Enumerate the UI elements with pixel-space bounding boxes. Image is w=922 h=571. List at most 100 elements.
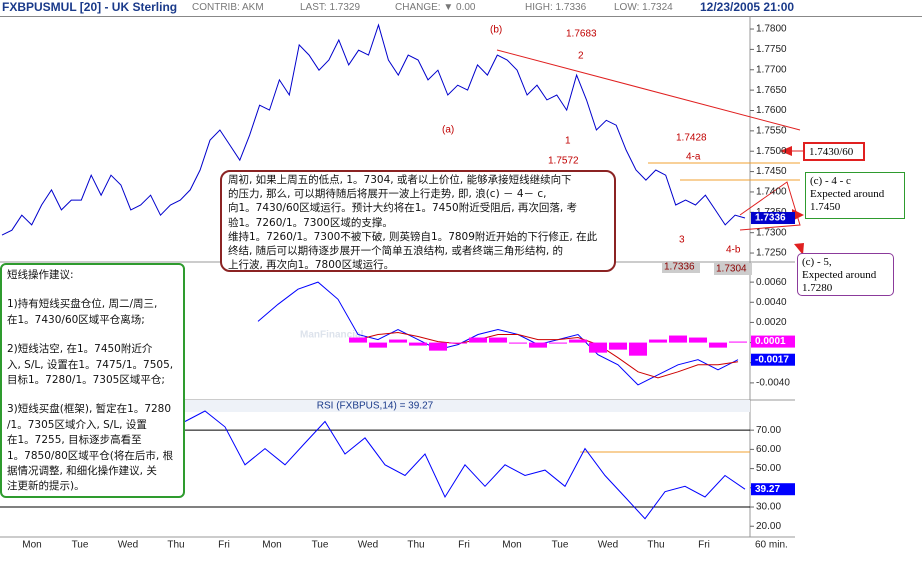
x-tick-label: Tue [72,540,89,551]
y-tick-label: 50.00 [756,463,781,474]
y-tick-label: 60.00 [756,444,781,455]
histogram-bar [409,342,427,346]
histogram-bar [549,342,567,344]
analysis-line: 的压力, 那么, 可以期待随后将展开一波上行走势, 即, 浪(c) － 4－ c… [228,188,547,201]
histogram-bar [709,342,727,348]
y-tick-label: 1.7250 [756,248,787,259]
target-box: 1.7430/60 [803,142,865,161]
header-date: 12/23/2005 21:00 [700,0,795,14]
analysis-line: 终结, 随后可以期待逐步展开一个简单五浪结构, 或者终端三角形结构, 的 [228,245,564,258]
histogram-bar [389,339,407,343]
x-axis-unit: 60 min. [755,540,788,551]
annotation: 4-a [686,152,701,163]
advice-box: 短线操作建议: 1)持有短线买盘仓位, 周二/周三, 在1。7430/60区域平… [0,263,185,498]
x-tick-label: Wed [598,540,618,551]
annotation: 2 [578,51,584,62]
y-tick-label: 30.00 [756,502,781,513]
advice-line: 注更新的提示)。 [7,480,85,493]
analysis-line: 验1。7260/1。7300区域的支撑。 [228,216,393,229]
y-tick-label: 20.00 [756,521,781,532]
wave-box: (c) - 5, Expected around 1.7280 [797,253,894,296]
y-tick-label: 1.7750 [756,44,787,55]
histogram-bar [349,337,367,343]
histogram-bar [569,339,587,343]
header: FXBPUSMUL [20] - UK Sterling CONTRIB: AK… [0,0,922,17]
annotation: 1.7572 [548,156,579,167]
header-field: CONTRIB: AKM [192,2,264,13]
header-field: HIGH: 1.7336 [525,2,587,13]
x-tick-label: Mon [22,540,41,551]
wave-path [739,181,801,231]
advice-line: /1。7305区域介入, S/L, 设置 [7,418,147,431]
series-line [257,281,739,386]
annotation: 1.7428 [676,133,707,144]
panel-title: RSI (FXBPUS,14) = 39.27 [317,401,434,412]
annotation: 3 [679,235,685,246]
header-field: CHANGE: ▼ 0.00 [395,2,476,13]
x-tick-label: Mon [262,540,281,551]
analysis-line: 上行波, 再次向1。7800区域运行。 [228,259,395,272]
y-tick-label: 1.7300 [756,227,787,238]
trend-line [496,49,801,131]
y-tick-label: 1.7500 [756,146,787,157]
last-value-box [751,335,795,348]
histogram-bar [429,342,447,351]
histogram-bar [589,342,607,353]
y-tick-label: 0.0020 [756,317,787,328]
header-title: FXBPUSMUL [20] - UK Sterling [2,0,178,14]
histogram-bar [649,339,667,343]
histogram-bar [729,341,747,343]
wave-text: (c) - 4 - c [810,175,851,187]
annotation: 4-b [726,245,741,256]
x-tick-label: Fri [218,540,230,551]
y-tick-label: 0.0040 [756,297,787,308]
series-line [357,331,739,379]
y-tick-label: 1.7550 [756,125,787,136]
x-tick-label: Thu [407,540,424,551]
last-value-box [751,212,795,225]
last-value-box [751,483,795,496]
annotation: (a) [442,125,454,136]
x-tick-label: Mon [502,540,521,551]
advice-line: 在1。7430/60区域平仓离场; [7,313,145,326]
histogram-bar [449,342,467,344]
last-value-label: 1.7336 [755,213,786,224]
advice-line: 1。7850/80区域平仓(将在后市, 根 [7,449,174,462]
watermark: ManFinancial [300,330,364,341]
analysis-line: 向1。7430/60区域运行。预计大约将在1。7450附近受阻后, 再次回落, … [228,202,578,215]
y-tick-label: 1.7650 [756,85,787,96]
x-tick-label: Wed [358,540,378,551]
wave-text: (c) - 5, [802,256,832,268]
target-text: 1.7430/60 [809,146,854,158]
y-tick-label: 70.00 [756,425,781,436]
x-tick-label: Wed [118,540,138,551]
histogram-bar [489,337,507,343]
wave-box: (c) - 4 - c Expected around 1.7450 [805,172,905,219]
advice-line: 2)短线沽空, 在1。7450附近介 [7,343,153,356]
annotation: 1.7683 [566,29,597,40]
histogram-bar [669,335,687,343]
annotation-bg [662,261,700,273]
x-tick-label: Tue [312,540,329,551]
histogram-bar [529,342,547,348]
histogram-bar [689,337,707,343]
y-tick-label: 1.7700 [756,64,787,75]
advice-line: 据情况调整, 和细化操作建议, 关 [7,465,157,478]
y-tick-label: 1.7800 [756,24,787,35]
arrow-head [780,146,792,156]
header-field: LAST: 1.7329 [300,2,361,13]
x-tick-label: Thu [167,540,184,551]
advice-line: 目标1。7280/1。7305区域平仓; [7,374,165,387]
y-tick-label: 0.0060 [756,277,787,288]
last-value-label: 0.0001 [755,336,786,347]
analysis-line: 维持1。7260/1。7300不被下破, 则英镑自1。7809附近开始的下行修正… [228,230,598,243]
histogram-bar [629,342,647,356]
histogram-bar [369,342,387,348]
analysis-line: 周初, 如果上周五的低点, 1。7304, 或者以上价位, 能够承接短线继续向下 [228,174,572,186]
annotation-bg [714,263,752,275]
wave-text: 1.7280 [802,282,833,294]
arrow-head [794,243,804,255]
analysis-box: 周初, 如果上周五的低点, 1。7304, 或者以上价位, 能够承接短线继续向下… [220,170,616,272]
annotation: 1.7304 [716,264,747,275]
